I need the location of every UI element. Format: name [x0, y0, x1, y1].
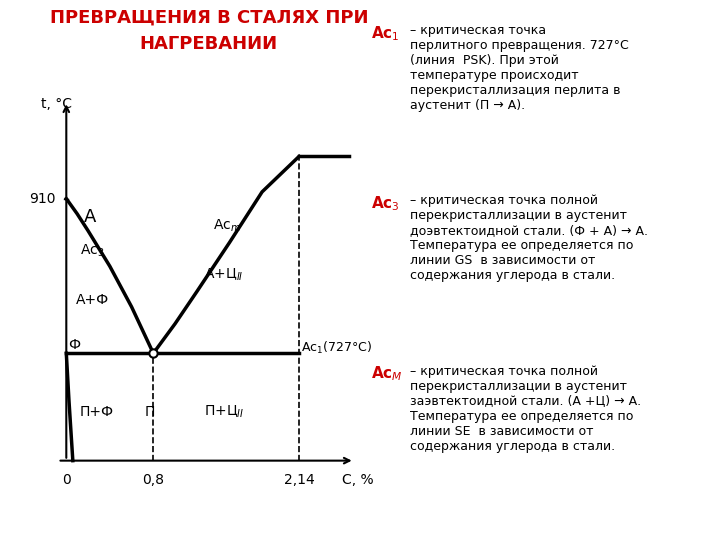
- Text: Ас$_1$: Ас$_1$: [371, 24, 400, 43]
- Text: – критическая точка
перлитного превращения. 727°C
(линия  PSK). При этой
темпера: – критическая точка перлитного превращен…: [410, 24, 629, 112]
- Text: Ас$_3$: Ас$_3$: [81, 243, 105, 259]
- Text: П: П: [145, 404, 156, 418]
- Text: Ас$_1$(727°С): Ас$_1$(727°С): [301, 340, 372, 356]
- Text: Ас$_m$: Ас$_m$: [213, 218, 241, 234]
- Text: А+Ф: А+Ф: [76, 293, 109, 307]
- Text: П+Ф: П+Ф: [80, 404, 114, 418]
- Text: 910: 910: [29, 192, 55, 206]
- Text: – критическая точка полной
перекристаллизации в аустенит
доэвтектоидной стали. (: – критическая точка полной перекристалли…: [410, 194, 649, 282]
- Text: 0: 0: [62, 474, 71, 487]
- Text: Ас$_3$: Ас$_3$: [371, 194, 400, 213]
- Text: С, %: С, %: [342, 474, 374, 487]
- Text: 2,14: 2,14: [284, 474, 315, 487]
- Text: А+Ц$_{II}$: А+Ц$_{II}$: [204, 267, 244, 283]
- Text: А: А: [84, 208, 96, 226]
- Text: t, °С: t, °С: [41, 97, 72, 111]
- Text: НАГРЕВАНИИ: НАГРЕВАНИИ: [140, 35, 278, 53]
- Text: 0,8: 0,8: [143, 474, 164, 487]
- Text: – критическая точка полной
перекристаллизации в аустенит
заэвтектоидной стали. (: – критическая точка полной перекристалли…: [410, 364, 642, 453]
- Text: П+Ц$_{II}$: П+Ц$_{II}$: [204, 403, 244, 420]
- Text: Ф: Ф: [68, 338, 81, 352]
- Text: ПРЕВРАЩЕНИЯ В СТАЛЯХ ПРИ: ПРЕВРАЩЕНИЯ В СТАЛЯХ ПРИ: [50, 8, 368, 26]
- Text: Ас$_M$: Ас$_M$: [371, 364, 402, 383]
